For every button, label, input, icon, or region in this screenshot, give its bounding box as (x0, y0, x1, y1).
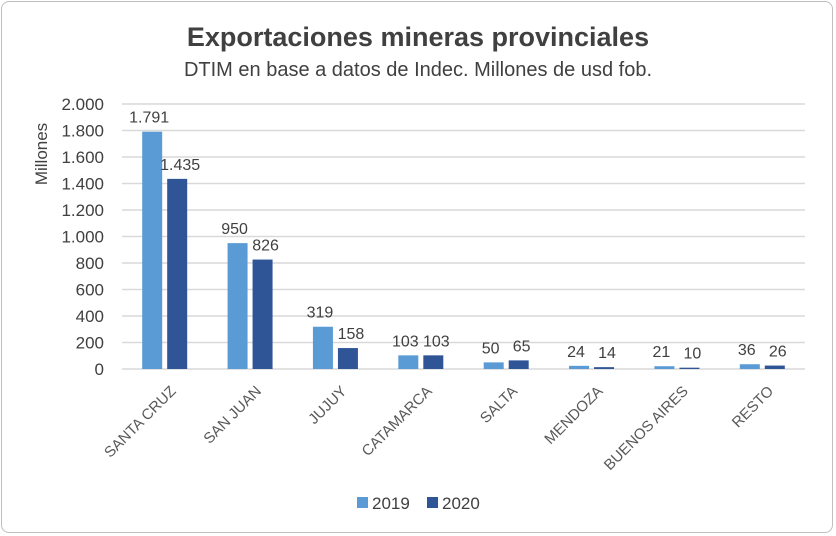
bar-2019 (483, 362, 504, 369)
data-label: 10 (684, 346, 702, 363)
chart-title: Exportaciones mineras provinciales (187, 22, 649, 52)
data-label: 26 (769, 344, 787, 361)
bar-2019 (227, 243, 248, 369)
bar-2019 (312, 326, 333, 369)
bar-2019 (142, 131, 163, 369)
bar-2019 (739, 364, 760, 369)
data-label: 1.435 (160, 157, 200, 174)
y-tick-label: 200 (76, 334, 104, 353)
x-tick-label: MENDOZA (541, 383, 606, 448)
data-label: 65 (513, 338, 531, 355)
y-tick-label: 1.400 (61, 175, 104, 194)
y-tick-label: 0 (95, 360, 104, 379)
data-label: 103 (392, 333, 419, 350)
bar-2019 (654, 366, 675, 369)
x-tick-label: SAN JUAN (200, 383, 264, 447)
chart-subtitle: DTIM en base a datos de Indec. Millones … (184, 59, 652, 81)
y-tick-label: 800 (76, 254, 104, 273)
y-tick-label: 1.200 (61, 201, 104, 220)
y-tick-label: 1.800 (61, 122, 104, 141)
data-label: 950 (221, 221, 248, 238)
data-label: 826 (252, 238, 279, 255)
y-tick-label: 400 (76, 307, 104, 326)
data-label: 158 (338, 326, 365, 343)
data-label: 36 (738, 342, 756, 359)
bar-2019 (398, 355, 419, 369)
bar-2020 (679, 367, 700, 369)
x-tick-label: BUENOS AIRES (601, 383, 692, 474)
legend-swatch-2020 (427, 497, 438, 508)
data-label: 14 (598, 345, 616, 362)
y-tick-label: 2.000 (61, 95, 104, 114)
bar-2020 (337, 348, 358, 369)
legend-label: 2020 (442, 494, 480, 513)
data-label: 50 (482, 340, 500, 357)
bar-2020 (252, 259, 273, 369)
x-tick-label: SANTA CRUZ (101, 383, 179, 461)
x-tick-label: JUJUY (305, 383, 350, 428)
legend-swatch-2019 (357, 497, 368, 508)
bar-2020 (764, 365, 785, 369)
data-label: 21 (653, 344, 671, 361)
bar-2020 (423, 355, 444, 369)
data-label: 1.791 (129, 110, 169, 127)
x-tick-label: SALTA (477, 383, 521, 427)
y-tick-label: 1.600 (61, 148, 104, 167)
bar-2019 (569, 365, 590, 369)
data-label: 103 (423, 333, 450, 350)
data-label: 319 (307, 305, 334, 322)
x-tick-label: CATAMARCA (359, 383, 436, 460)
legend-label: 2019 (372, 494, 410, 513)
y-tick-label: 600 (76, 281, 104, 300)
data-label: 24 (567, 344, 585, 361)
bar-2020 (167, 178, 188, 369)
y-axis-label: Millones (32, 123, 51, 185)
x-tick-label: RESTO (729, 383, 777, 431)
y-tick-label: 1.000 (61, 228, 104, 247)
bar-2020 (508, 360, 529, 369)
bar-2020 (594, 367, 615, 369)
